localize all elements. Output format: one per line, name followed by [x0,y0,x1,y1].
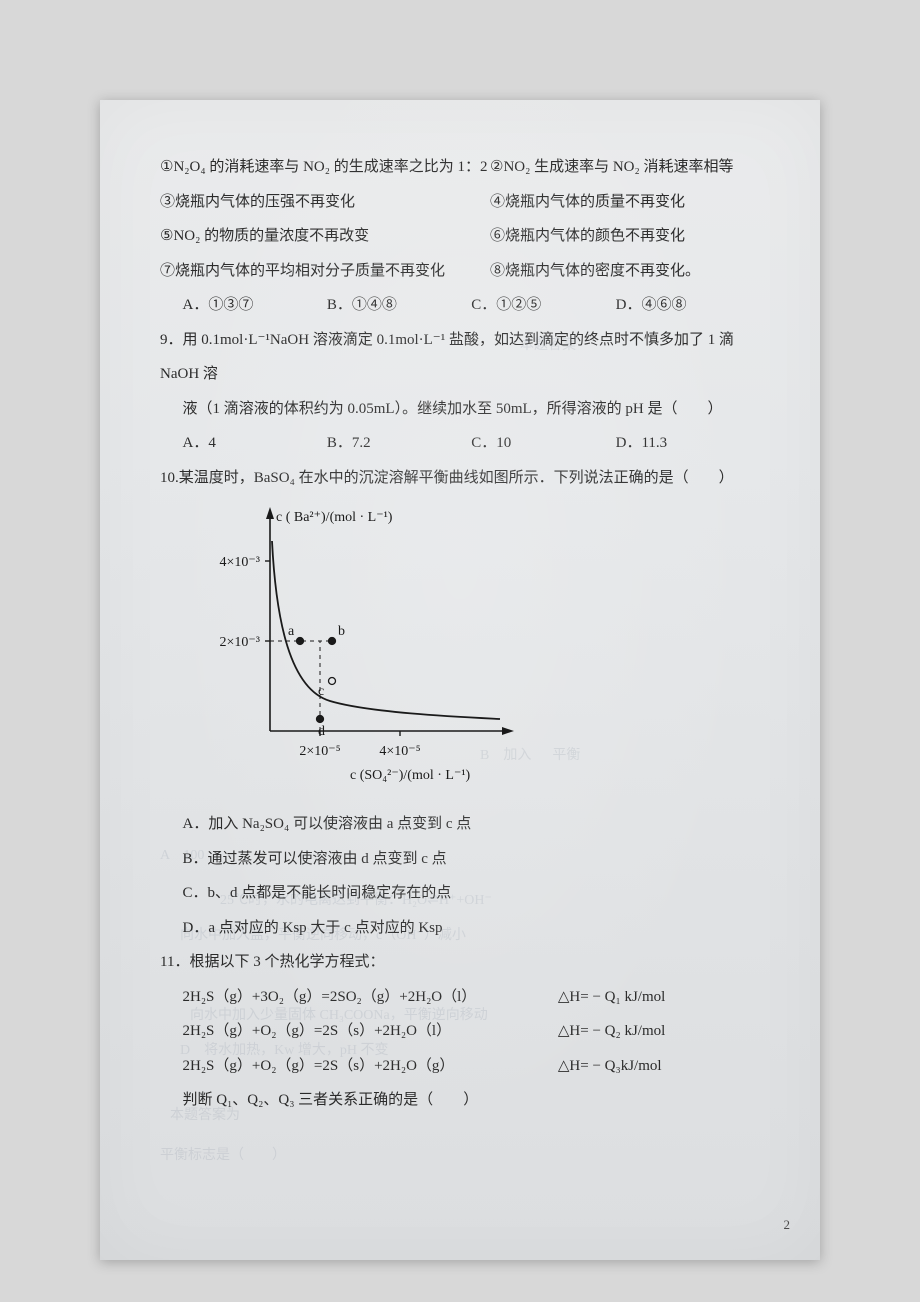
eq2-right: △H= − Q₂ kJ/mol [558,1014,760,1049]
svg-text:c ( Ba²⁺)/(mol · L⁻¹): c ( Ba²⁺)/(mol · L⁻¹) [276,510,393,525]
stmt-row: ①N₂O₄ 的消耗速率与 NO₂ 的生成速率之比为 1：2 ②NO₂ 生成速率与… [160,150,760,185]
q8-opt-d: D．④⑥⑧ [616,288,760,323]
q8-opt-a: A．①③⑦ [183,288,327,323]
svg-text:4×10⁻⁵: 4×10⁻⁵ [379,744,420,759]
q11-eq2: 2H₂S（g）+O₂（g）=2S（s）+2H₂O（l） △H= − Q₂ kJ/… [160,1014,760,1049]
svg-text:b: b [338,624,345,639]
eq2-left: 2H₂S（g）+O₂（g）=2S（s）+2H₂O（l） [183,1014,558,1049]
q9-opt-c: C．10 [471,426,615,461]
page-number: 2 [784,1210,791,1240]
stmt-row: ⑦烧瓶内气体的平均相对分子质量不再变化 ⑧烧瓶内气体的密度不再变化。 [160,254,760,289]
svg-text:c: c [318,684,324,699]
q10-opt-d: D．a 点对应的 Ksp 大于 c 点对应的 Ksp [160,911,760,946]
stmt-5: ⑤NO₂ 的物质的量浓度不再改变 [160,219,490,254]
svg-text:c (SO₄²⁻)/(mol · L⁻¹): c (SO₄²⁻)/(mol · L⁻¹) [350,768,471,783]
svg-text:2×10⁻⁵: 2×10⁻⁵ [299,744,340,759]
q10-stem: 10.某温度时，BaSO₄ 在水中的沉淀溶解平衡曲线如图所示．下列说法正确的是（… [160,461,760,496]
stmt-6: ⑥烧瓶内气体的颜色不再变化 [490,219,760,254]
q9-opt-d: D．11.3 [616,426,760,461]
q9-opt-b: B．7.2 [327,426,471,461]
q8-opt-c: C．①②⑤ [471,288,615,323]
eq1-right: △H= − Q₁ kJ/mol [558,980,760,1015]
q10-opt-b: B．通过蒸发可以使溶液由 d 点变到 c 点 [160,842,760,877]
q10-opt-a: A．加入 Na₂SO₄ 可以使溶液由 a 点变到 c 点 [160,807,760,842]
eq1-left: 2H₂S（g）+3O₂（g）=2SO₂（g）+2H₂O（l） [183,980,558,1015]
q9-options: A．4 B．7.2 C．10 D．11.3 [160,426,760,461]
ghost-text: 平衡标志是（ ） [160,1140,286,1172]
q9-opt-a: A．4 [183,426,327,461]
stmt-7: ⑦烧瓶内气体的平均相对分子质量不再变化 [160,254,490,289]
eq3-left: 2H₂S（g）+O₂（g）=2S（s）+2H₂O（g） [183,1049,558,1084]
q9-stem-1: 9．用 0.1mol·L⁻¹NaOH 溶液滴定 0.1mol·L⁻¹ 盐酸，如达… [160,323,760,392]
stmt-row: ⑤NO₂ 的物质的量浓度不再改变 ⑥烧瓶内气体的颜色不再变化 [160,219,760,254]
q8-options: A．①③⑦ B．①④⑧ C．①②⑤ D．④⑥⑧ [160,288,760,323]
svg-text:2×10⁻³: 2×10⁻³ [220,635,260,650]
stmt-4: ④烧瓶内气体的质量不再变化 [490,185,760,220]
stmt-8: ⑧烧瓶内气体的密度不再变化。 [490,254,760,289]
q10-opt-c: C．b、d 点都是不能长时间稳定存在的点 [160,876,760,911]
q11-eq3: 2H₂S（g）+O₂（g）=2S（s）+2H₂O（g） △H= − Q₃kJ/m… [160,1049,760,1084]
solubility-chart: c ( Ba²⁺)/(mol · L⁻¹) c (SO₄²⁻)/(mol · L⁻… [200,501,540,801]
eq3-right: △H= − Q₃kJ/mol [558,1049,760,1084]
q11-stem: 11．根据以下 3 个热化学方程式： [160,945,760,980]
stmt-3: ③烧瓶内气体的压强不再变化 [160,185,490,220]
stmt-2: ②NO₂ 生成速率与 NO₂ 消耗速率相等 [490,150,760,185]
q8-opt-b: B．①④⑧ [327,288,471,323]
q11-eq1: 2H₂S（g）+3O₂（g）=2SO₂（g）+2H₂O（l） △H= − Q₁ … [160,980,760,1015]
exam-page: 本题答案 B 加入 平衡 A 100 25℃时，水的电离达到平衡：H₂O⇌H⁺+… [100,100,820,1260]
stmt-row: ③烧瓶内气体的压强不再变化 ④烧瓶内气体的质量不再变化 [160,185,760,220]
svg-text:a: a [288,624,295,639]
q11-tail: 判断 Q₁、Q₂、Q₃ 三者关系正确的是（ ） [160,1083,760,1118]
q9-stem-2: 液（1 滴溶液的体积约为 0.05mL）。继续加水至 50mL，所得溶液的 pH… [160,392,760,427]
svg-text:d: d [318,724,325,739]
svg-text:4×10⁻³: 4×10⁻³ [220,555,260,570]
chart-svg: c ( Ba²⁺)/(mol · L⁻¹) c (SO₄²⁻)/(mol · L⁻… [200,501,540,801]
stmt-1: ①N₂O₄ 的消耗速率与 NO₂ 的生成速率之比为 1：2 [160,150,490,185]
